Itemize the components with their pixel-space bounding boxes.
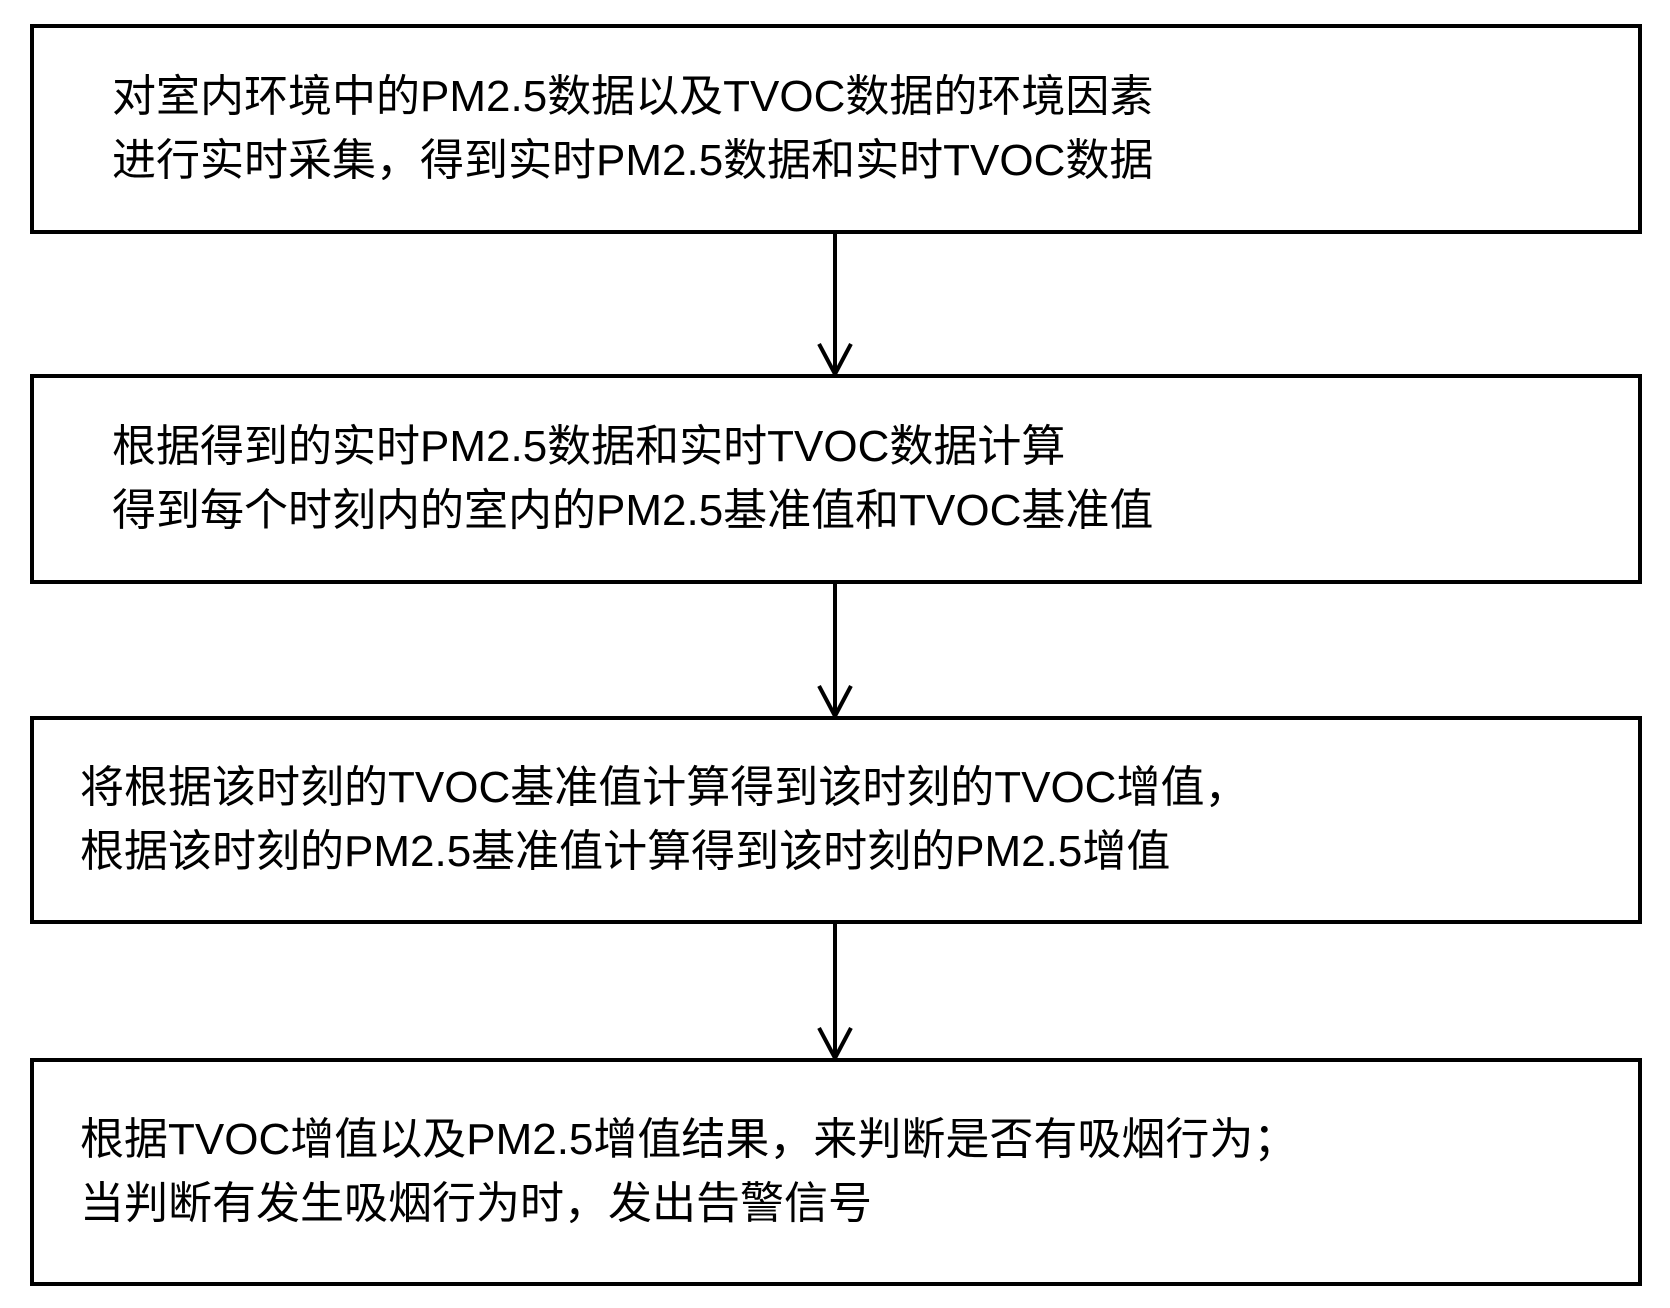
- flow-step-text: 进行实时采集，得到实时PM2.5数据和实时TVOC数据: [112, 129, 1638, 193]
- flow-step-step3: 将根据该时刻的TVOC基准值计算得到该时刻的TVOC增值，根据该时刻的PM2.5…: [30, 716, 1642, 924]
- arrow-shaft: [833, 584, 837, 716]
- flow-step-text: 将根据该时刻的TVOC基准值计算得到该时刻的TVOC增值，: [80, 756, 1638, 820]
- flow-step-step2: 根据得到的实时PM2.5数据和实时TVOC数据计算得到每个时刻内的室内的PM2.…: [30, 374, 1642, 584]
- arrow-shaft: [833, 234, 837, 374]
- arrow-shaft: [833, 924, 837, 1058]
- flow-step-text: 当判断有发生吸烟行为时，发出告警信号: [80, 1172, 1638, 1236]
- flow-step-text: 根据TVOC增值以及PM2.5增值结果，来判断是否有吸烟行为；: [80, 1108, 1638, 1172]
- flow-step-text: 对室内环境中的PM2.5数据以及TVOC数据的环境因素: [112, 65, 1638, 129]
- flow-step-step4: 根据TVOC增值以及PM2.5增值结果，来判断是否有吸烟行为；当判断有发生吸烟行…: [30, 1058, 1642, 1286]
- flow-step-text: 根据得到的实时PM2.5数据和实时TVOC数据计算: [112, 415, 1638, 479]
- flow-step-step1: 对室内环境中的PM2.5数据以及TVOC数据的环境因素进行实时采集，得到实时PM…: [30, 24, 1642, 234]
- flow-step-text: 根据该时刻的PM2.5基准值计算得到该时刻的PM2.5增值: [80, 820, 1638, 884]
- flow-step-text: 得到每个时刻内的室内的PM2.5基准值和TVOC基准值: [112, 479, 1638, 543]
